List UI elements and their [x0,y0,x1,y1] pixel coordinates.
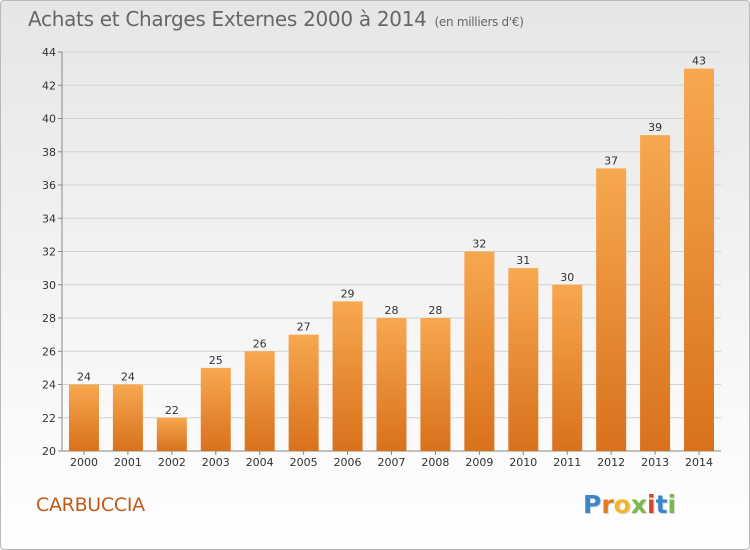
data-label: 39 [648,121,662,134]
logo-letter: x [630,490,647,519]
x-tick-label: 2013 [641,456,669,469]
x-tick-label: 2000 [70,456,98,469]
x-tick-labels: 2000 2001 2002 2003 2004 2005 2006 2007 2008 2009… [70,451,713,469]
unit-text: (en milliers d'€) [434,15,524,29]
y-tick-label: 22 [42,412,56,425]
bar [112,384,143,451]
bar [156,417,187,451]
y-tick-label: 24 [42,379,56,392]
x-tick-label: 2007 [378,456,406,469]
bar [376,318,407,451]
data-label: 25 [209,354,223,367]
y-tick-label: 40 [42,113,56,126]
y-tick-label: 28 [42,312,56,325]
logo-letter: o [613,490,631,519]
data-label: 28 [428,304,442,317]
bar [288,334,319,451]
y-tick-label: 30 [42,279,56,292]
data-label: 31 [516,254,530,267]
x-tick-label: 2006 [334,456,362,469]
data-label: 43 [692,55,706,68]
bar [464,251,495,451]
proxiti-logo: Proxiti [583,490,676,519]
y-tick-label: 42 [42,79,56,92]
data-label: 22 [165,404,179,417]
data-label: 26 [253,337,267,350]
data-label: 29 [341,287,355,300]
bar [596,168,627,451]
logo-letter: i [667,490,677,519]
y-tick-label: 26 [42,345,56,358]
bar [684,68,715,451]
x-tick-label: 2014 [685,456,713,469]
bar [332,301,363,451]
x-tick-label: 2011 [553,456,581,469]
x-tick-label: 2009 [465,456,493,469]
y-tick-labels: 20 22 24 26 28 30 32 34 36 38 40 42 44 [42,46,62,458]
title-text: Achats et Charges Externes 2000 à 2014 [28,7,427,31]
y-tick-label: 36 [42,179,56,192]
x-tick-label: 2001 [114,456,142,469]
bar [552,284,583,451]
logo-letter: i [647,490,656,519]
data-label: 37 [604,154,618,167]
x-tick-label: 2010 [509,456,537,469]
logo-letter: r [601,490,614,519]
x-tick-label: 2012 [597,456,625,469]
bar [508,268,539,451]
data-label: 32 [472,238,486,251]
x-tick-label: 2008 [421,456,449,469]
y-tick-label: 20 [42,445,56,458]
x-tick-label: 2003 [202,456,230,469]
bar [68,384,99,451]
value-labels: 24 24 22 25 26 27 29 28 28 32 31 30 37 39 43 [77,55,706,417]
y-tick-label: 34 [42,212,56,225]
data-label: 24 [121,371,135,384]
x-tick-label: 2005 [290,456,318,469]
logo-letter: t [655,490,668,519]
x-tick-label: 2004 [246,456,274,469]
bar [420,318,451,451]
bar [244,351,275,451]
logo-letter: P [583,490,602,519]
y-tick-label: 38 [42,146,56,159]
commune-name: CARBUCCIA [36,494,145,516]
bar [640,135,671,451]
data-label: 27 [297,321,311,334]
y-tick-label: 44 [42,46,56,59]
y-tick-label: 32 [42,246,56,259]
bar [200,367,231,451]
data-label: 28 [385,304,399,317]
data-label: 24 [77,371,91,384]
x-tick-label: 2002 [158,456,186,469]
data-label: 30 [560,271,574,284]
chart-title: Achats et Charges Externes 2000 à 2014 (e… [28,7,524,31]
bars [68,68,715,451]
